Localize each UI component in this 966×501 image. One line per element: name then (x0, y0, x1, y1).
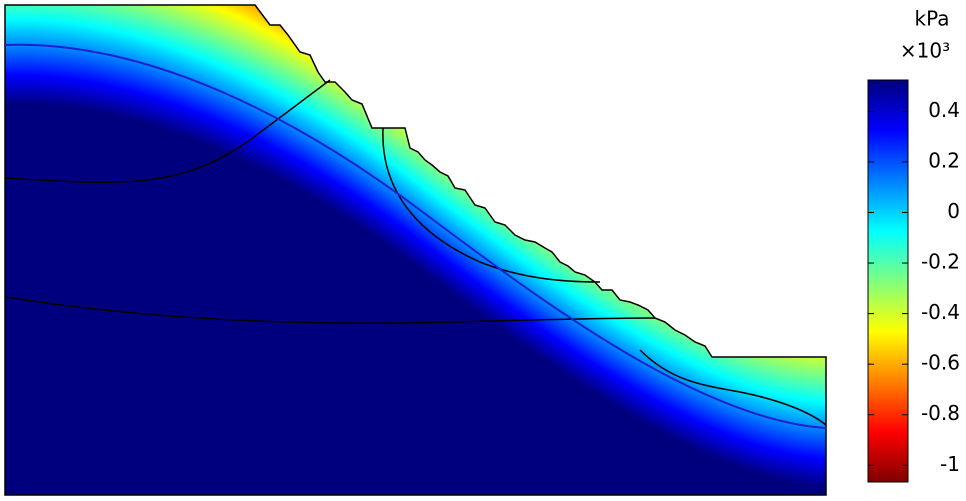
phreatic-line (4, 43, 827, 429)
colorbar-tick-label: -0.4 (921, 300, 960, 324)
colorbar-tick-label: -0.8 (921, 401, 960, 425)
layer-boundary (4, 79, 331, 184)
layer-boundary (639, 349, 827, 426)
domain-outline (4, 4, 827, 496)
colorbar (867, 79, 909, 483)
colorbar-unit: kPa (915, 7, 950, 31)
layer-boundary (4, 296, 656, 324)
boundaries (4, 4, 827, 496)
colorbar-tick-label: 0.4 (928, 98, 960, 122)
colorbar-multiplier: ×10³ (900, 39, 950, 63)
colorbar-ticks: 0.4 0.2 0 -0.2 -0.4 -0.6 -0.8 -1 (868, 98, 960, 476)
colorbar-tick-label: -0.2 (921, 250, 960, 274)
colorbar-tick-label: -0.6 (921, 351, 960, 375)
colorbar-tick-label: -1 (940, 452, 960, 476)
pressure-field (5, 5, 826, 495)
layer-boundary (382, 127, 601, 283)
colorbar-tick-label: 0 (947, 199, 960, 223)
colorbar-tick-label: 0.2 (928, 148, 960, 172)
